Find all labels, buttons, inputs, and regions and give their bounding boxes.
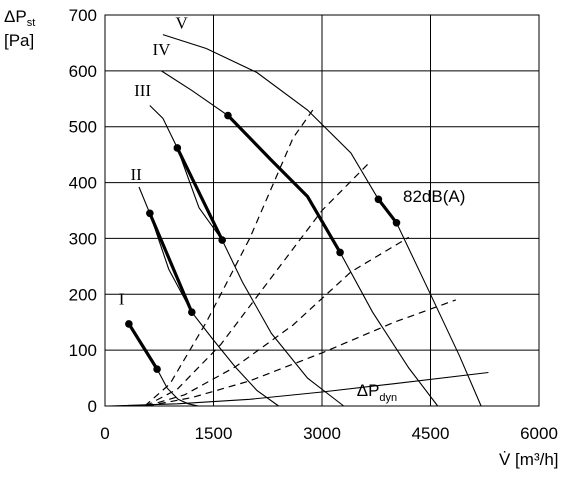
y-axis-label: ΔPst [4, 7, 35, 29]
x-tick-label: 4500 [412, 424, 450, 443]
system-curve-3 [146, 236, 410, 407]
operating-segment-IV [226, 113, 342, 254]
x-axis-label: V̇ [m³/h] [499, 450, 559, 469]
y-tick-label: 400 [69, 174, 97, 193]
plot-frame [104, 14, 540, 407]
operating-segment-III [175, 146, 224, 242]
x-tick-label: 3000 [303, 424, 341, 443]
operating-point-I-end [153, 365, 161, 373]
fan-curve-label-IV: IV [152, 40, 171, 59]
operating-point-III-start [173, 144, 182, 152]
y-tick-label: 100 [69, 341, 97, 360]
y-tick-label: 700 [69, 6, 97, 25]
y-tick-label: 200 [69, 285, 97, 304]
system-curve-4 [146, 299, 457, 407]
y-tick-label: 500 [69, 118, 97, 137]
operating-point-II-start [146, 209, 154, 218]
annotation-82dba: 82dB(A) [403, 187, 465, 206]
y-tick-label: 600 [69, 62, 97, 81]
tick-labels: 0 100 200 300 400 500 600 700 0 1500 3000 4500 6000 [69, 6, 558, 443]
operating-point-V-end [392, 218, 401, 227]
y-tick-label: 0 [88, 397, 97, 416]
operating-point-II-end [188, 308, 196, 316]
system-curve-1 [144, 106, 316, 407]
dynamic-pressure-curve: ΔPdyn [108, 371, 489, 407]
y-axis-label-sub: st [27, 17, 36, 29]
operating-segments [125, 111, 401, 373]
operating-point-V-start [374, 195, 383, 204]
operating-segment-V [376, 197, 399, 225]
fan-curve-label-III: III [134, 81, 151, 100]
fan-curve-label-V: V [176, 13, 189, 32]
fan-curve-label-I: I [119, 289, 125, 308]
operating-segment-II [148, 211, 194, 314]
x-tick-label: 1500 [195, 424, 233, 443]
y-tick-label: 300 [69, 229, 97, 248]
operating-point-IV-end [336, 248, 344, 257]
fan-curve-V [162, 34, 482, 407]
y-axis-unit: [Pa] [4, 31, 34, 50]
x-tick-label: 6000 [520, 424, 558, 443]
operating-point-IV-start [224, 111, 232, 120]
y-axis-label-main: ΔP [4, 7, 27, 26]
system-curves [144, 106, 457, 407]
dynamic-pressure-line [108, 371, 489, 407]
operating-segment-I [127, 322, 159, 371]
operating-point-I-start [125, 320, 133, 328]
grid [104, 14, 540, 407]
operating-point-III-end [218, 236, 226, 244]
x-tick-label: 0 [100, 424, 109, 443]
dynamic-pressure-label: ΔPdyn [357, 381, 397, 404]
system-curve-2 [145, 162, 370, 407]
fan-curve-I [128, 323, 199, 407]
fan-curve-label-II: II [130, 165, 142, 184]
